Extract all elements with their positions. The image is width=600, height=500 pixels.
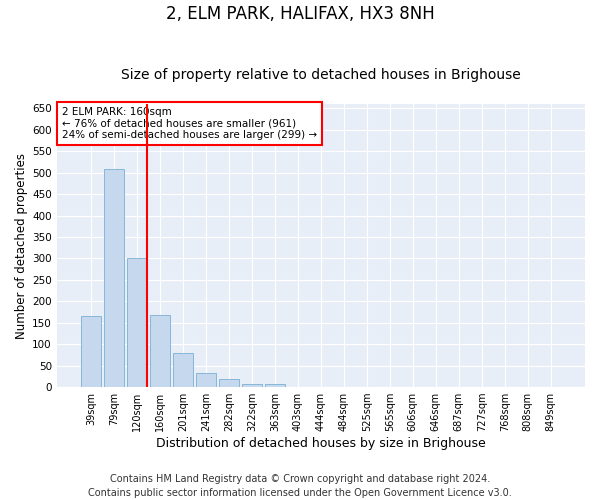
Text: 2, ELM PARK, HALIFAX, HX3 8NH: 2, ELM PARK, HALIFAX, HX3 8NH xyxy=(166,5,434,23)
Text: Contains HM Land Registry data © Crown copyright and database right 2024.
Contai: Contains HM Land Registry data © Crown c… xyxy=(88,474,512,498)
Bar xyxy=(196,374,217,387)
Title: Size of property relative to detached houses in Brighouse: Size of property relative to detached ho… xyxy=(121,68,521,82)
Bar xyxy=(173,353,193,387)
Bar xyxy=(104,169,124,387)
Y-axis label: Number of detached properties: Number of detached properties xyxy=(15,152,28,338)
Bar xyxy=(218,378,239,387)
Bar xyxy=(265,384,285,387)
Bar xyxy=(150,315,170,387)
Bar xyxy=(81,316,101,387)
X-axis label: Distribution of detached houses by size in Brighouse: Distribution of detached houses by size … xyxy=(156,437,486,450)
Bar xyxy=(127,258,148,387)
Text: 2 ELM PARK: 160sqm
← 76% of detached houses are smaller (961)
24% of semi-detach: 2 ELM PARK: 160sqm ← 76% of detached hou… xyxy=(62,107,317,140)
Bar xyxy=(242,384,262,387)
